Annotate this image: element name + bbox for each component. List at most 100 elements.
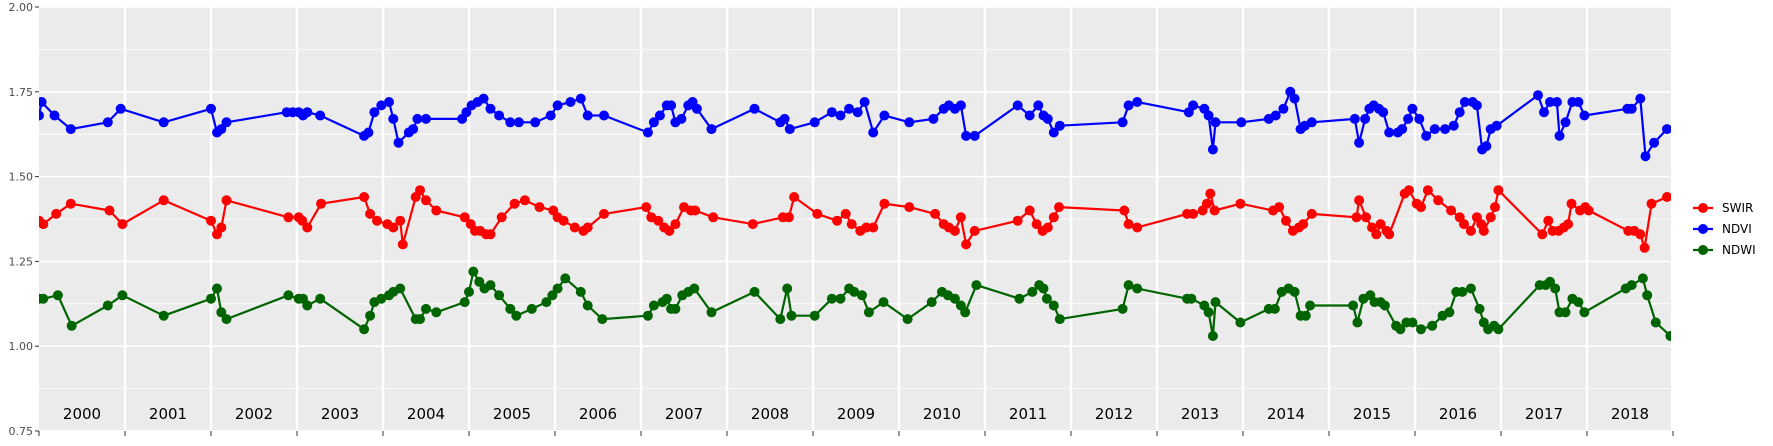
ndvi-point xyxy=(1132,97,1143,107)
ndwi-point xyxy=(376,293,387,304)
swir-point xyxy=(1543,215,1554,226)
ndwi-point xyxy=(1642,290,1653,301)
ndvi-point xyxy=(1459,97,1470,107)
ndwi-point xyxy=(661,293,672,304)
swir-point xyxy=(1490,202,1500,213)
ndwi-point xyxy=(511,310,522,321)
ndvi-point xyxy=(1551,97,1562,107)
year-labels: 2000 2001 2002 2003 2004 2005 2006 2007 2008 2009… xyxy=(63,405,1649,423)
ndvi-point xyxy=(1042,113,1053,124)
ndwi-point xyxy=(857,290,867,301)
ndwi-point xyxy=(863,307,874,318)
ndwi-point xyxy=(421,303,431,314)
ndvi-point xyxy=(384,97,394,107)
ndvi-point xyxy=(412,113,423,124)
ndwi-point xyxy=(102,300,113,311)
ndwi-point xyxy=(1691,304,1701,314)
swir-point xyxy=(1306,208,1317,219)
ndwi-point xyxy=(1186,293,1197,304)
ndvi-point xyxy=(1421,130,1432,141)
ndvi-point xyxy=(1573,97,1584,107)
ndvi-point xyxy=(928,113,939,124)
ndvi-point xyxy=(530,117,541,128)
swir-point xyxy=(365,208,376,219)
swir-point xyxy=(1042,222,1053,233)
swir-point xyxy=(415,185,425,196)
swir-point xyxy=(1132,222,1143,233)
swir-point xyxy=(1433,195,1444,206)
ndvi-point xyxy=(513,117,524,128)
ndvi-point xyxy=(1289,93,1300,104)
ndvi-point xyxy=(575,93,586,104)
swir-point xyxy=(1209,205,1220,216)
ndwi-point xyxy=(1014,293,1025,304)
ndwi-point xyxy=(1550,283,1561,294)
ndvi-point xyxy=(1545,97,1555,107)
ndwi-point xyxy=(1038,283,1049,294)
ndvi-point xyxy=(39,97,47,107)
ndwi-point xyxy=(849,286,860,297)
ndvi-point xyxy=(1554,130,1565,141)
ndvi-point xyxy=(1690,114,1700,124)
legend: SWIR NDVI NDWI xyxy=(1693,201,1756,257)
ndvi-point xyxy=(545,110,556,121)
year-label: 2010 xyxy=(923,405,961,423)
year-label: 2018 xyxy=(1611,405,1649,423)
ndwi-point xyxy=(464,286,474,297)
ndvi-point xyxy=(582,110,593,121)
ndwi-point xyxy=(365,310,376,321)
swir-point xyxy=(316,198,327,209)
ndvi-point xyxy=(1210,117,1221,128)
ndwi-point xyxy=(1407,317,1418,328)
swir-point xyxy=(39,219,49,230)
ndwi-point xyxy=(206,293,216,304)
swir-point xyxy=(1478,225,1489,236)
y-axis: 0.75 1.00 1.25 1.50 1.75 2.00 xyxy=(9,1,39,438)
ndvi-point xyxy=(1033,100,1044,111)
swir-point xyxy=(1709,229,1719,239)
ndvi-point xyxy=(1236,117,1247,128)
ndwi-point xyxy=(582,300,593,311)
ndvi-point xyxy=(1123,100,1134,111)
swir-point xyxy=(969,225,980,236)
ndvi-point xyxy=(1702,90,1712,100)
series-swir xyxy=(39,185,1719,253)
swir-point xyxy=(372,215,382,226)
ndwi-point xyxy=(117,290,128,301)
ndvi-point xyxy=(879,110,890,121)
ndwi-point xyxy=(575,286,586,297)
ndwi-point xyxy=(1117,303,1128,314)
ndvi-point xyxy=(691,103,702,114)
ndwi-point xyxy=(494,290,505,301)
swir-point xyxy=(1298,219,1309,230)
ndvi-point xyxy=(1306,117,1317,128)
ndvi-point xyxy=(39,110,44,121)
swir-point xyxy=(65,198,76,209)
ndwi-point xyxy=(1579,307,1590,318)
ndwi-point xyxy=(689,283,700,294)
ndvi-point xyxy=(221,117,232,128)
ndwi-point xyxy=(949,293,960,304)
ndvi-point xyxy=(1626,103,1637,114)
ndvi-point xyxy=(1579,110,1590,121)
ndwi-point xyxy=(560,273,571,284)
ndwi-point xyxy=(1123,280,1134,291)
swir-point xyxy=(1119,205,1130,216)
ndwi-point xyxy=(809,310,820,321)
swir-point xyxy=(104,205,115,216)
ndvi-point xyxy=(1448,120,1459,131)
swir-point xyxy=(783,212,794,223)
swir-point xyxy=(569,222,580,233)
ndvi-point xyxy=(1440,124,1451,135)
swir-point xyxy=(861,222,872,233)
ndvi-point xyxy=(49,110,60,121)
ndwi-point xyxy=(960,307,971,318)
ndvi-point xyxy=(826,107,837,118)
ndwi-point xyxy=(775,314,786,325)
swir-point xyxy=(431,205,442,216)
ndvi-point xyxy=(388,113,399,124)
ndvi-point xyxy=(969,130,980,141)
legend-key-point-ndvi xyxy=(1698,224,1708,234)
ndvi-point xyxy=(478,93,489,104)
swir-point xyxy=(297,215,308,226)
